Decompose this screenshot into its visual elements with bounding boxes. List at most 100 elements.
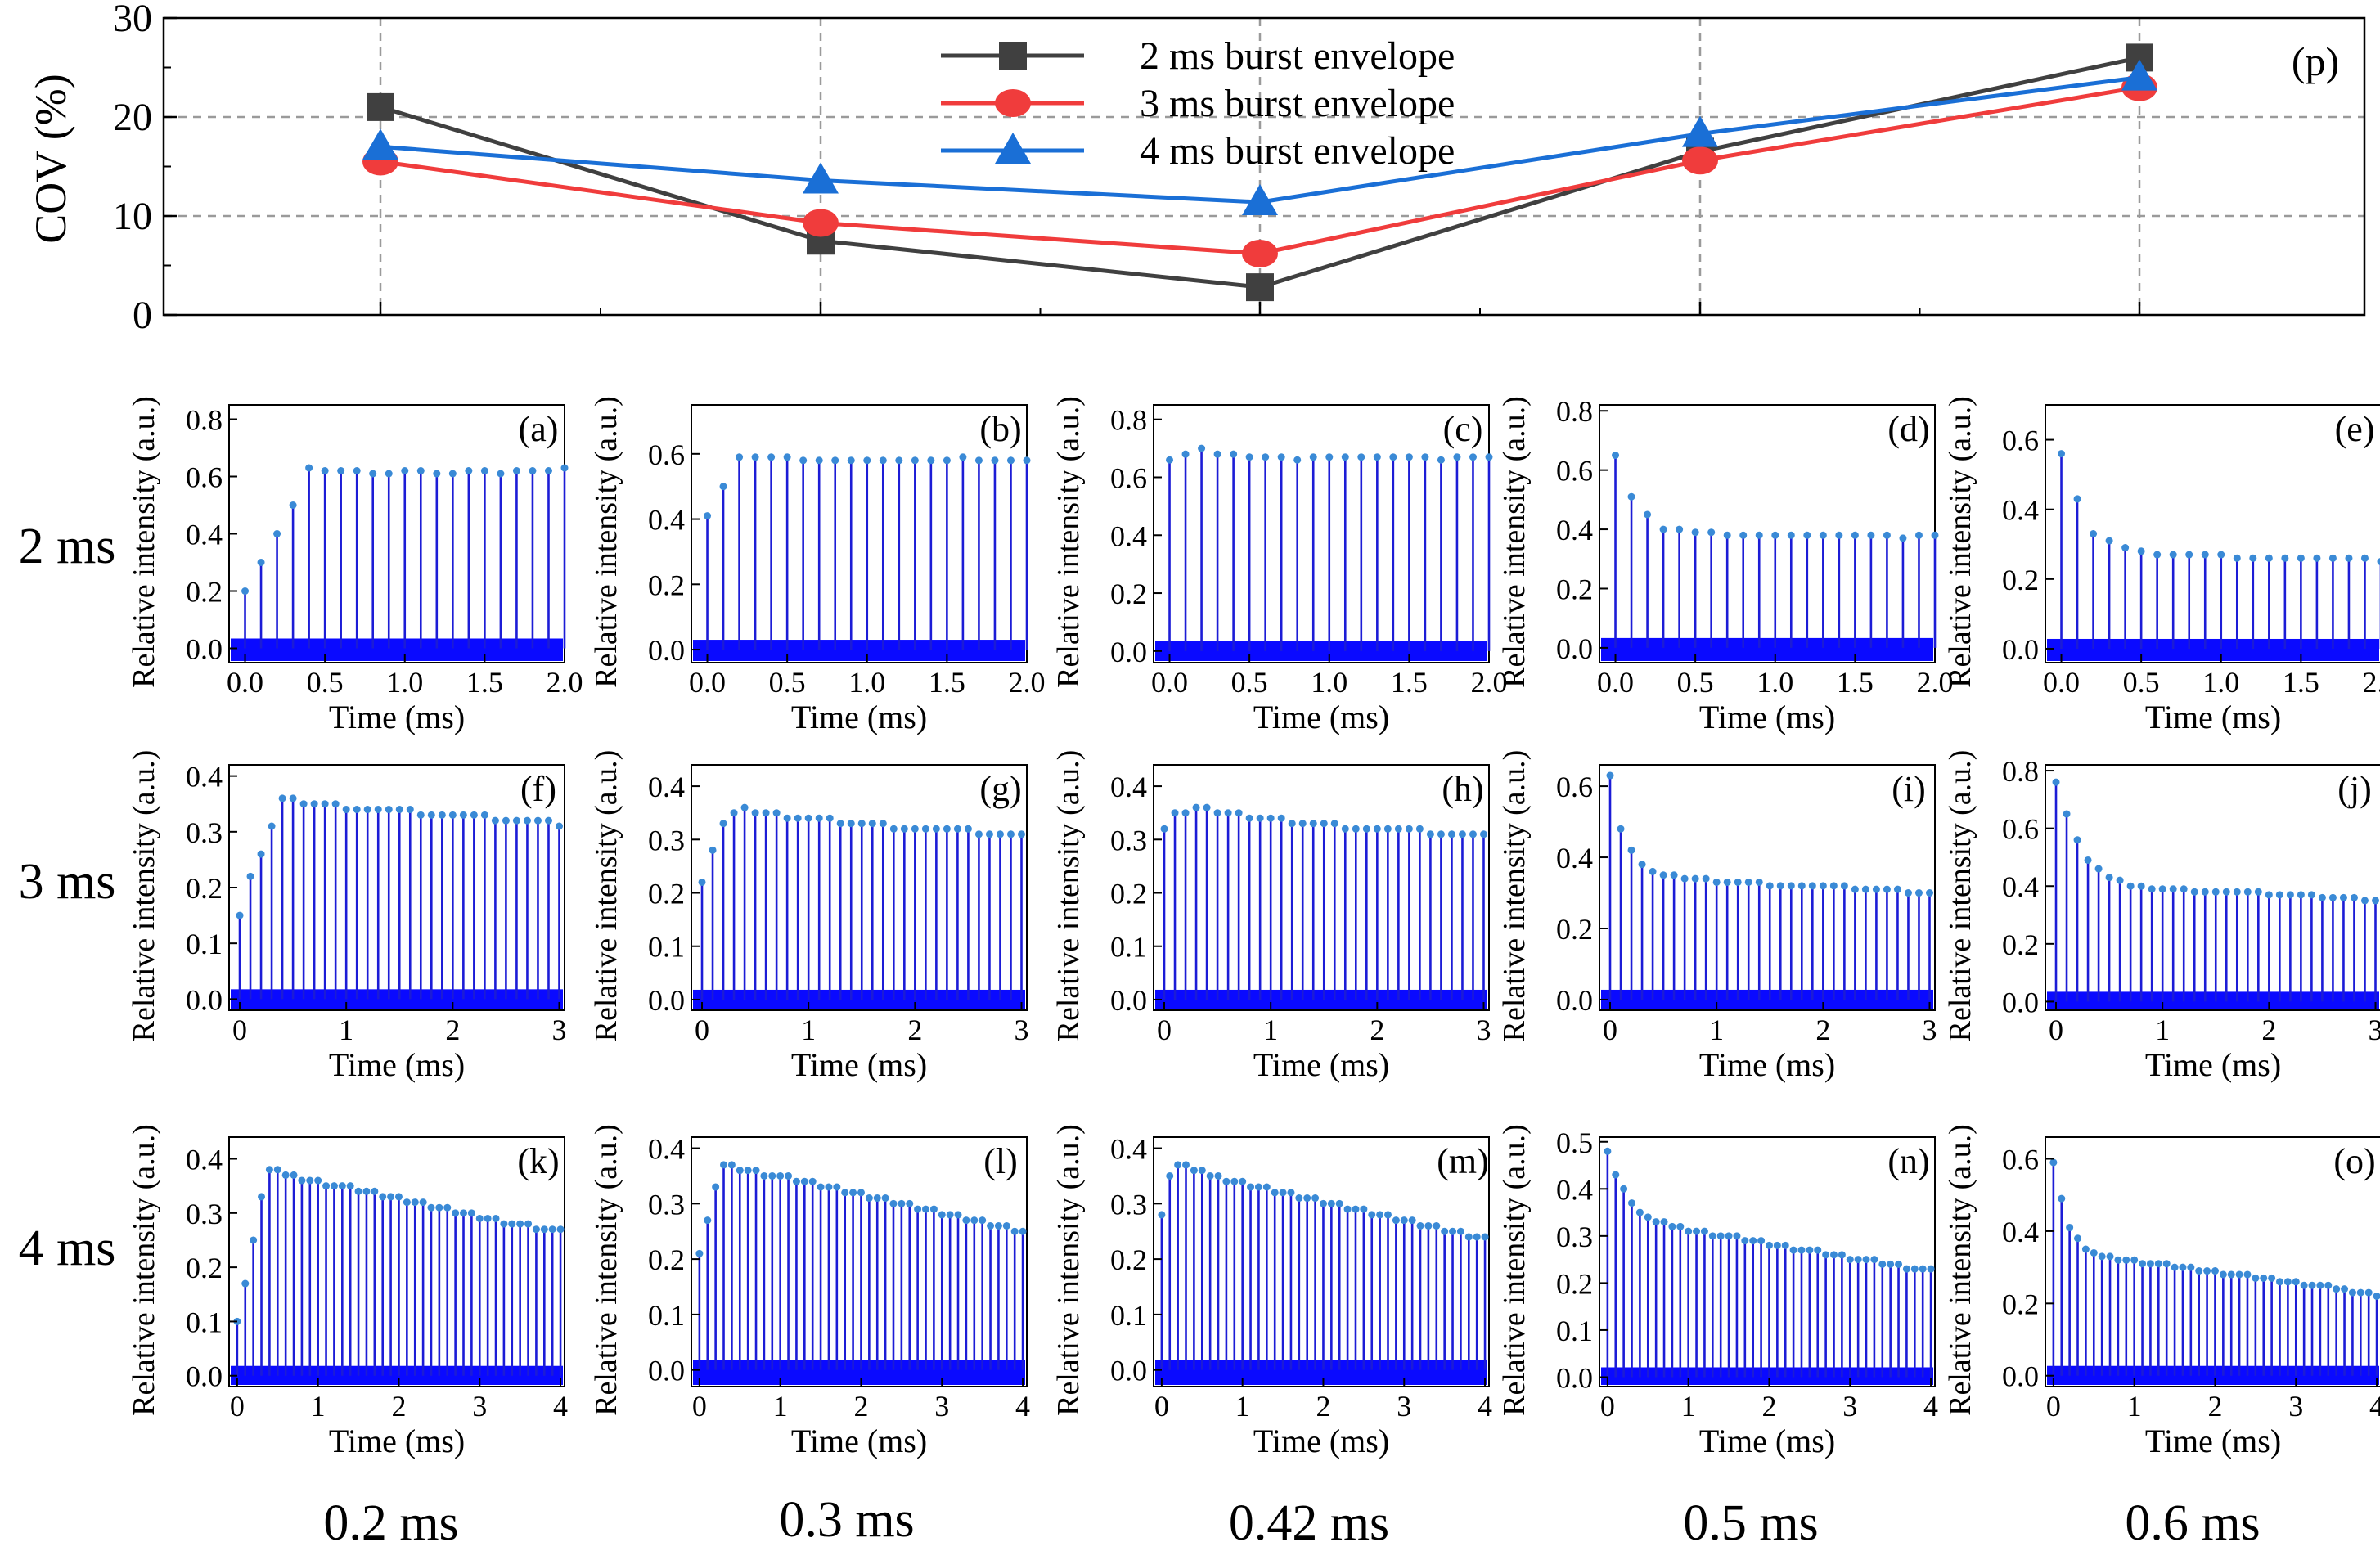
stem-tip [1464,1233,1473,1241]
stem-tip [1368,1211,1376,1219]
stem-tip [1357,453,1365,461]
stem-y-tick-label: 0.2 [186,576,223,609]
stem-y-tick-label: 0.8 [2002,755,2039,788]
stem-tip [1360,1205,1368,1213]
stem-y-tick-label: 0.3 [186,1198,223,1230]
stem-tip [379,1193,387,1201]
column-label-0.5ms: 0.5 ms [1683,1495,1818,1551]
stem-tip [385,806,393,814]
baseline-noise-band [2047,1365,2379,1385]
stem-tip [502,816,510,825]
stem-tip [2185,551,2193,559]
stem-tip [416,811,425,819]
baseline-noise-band [1601,1367,1933,1385]
stem-y-tick-label: 0.6 [2002,425,2039,457]
stem-tip [2345,554,2353,562]
stem-y-axis-label: Relative intensity (a.u.) [1943,1124,1977,1416]
stem-x-tick-label: 1.5 [1837,666,1874,699]
stem-tip [470,811,478,819]
stem-tip [1899,534,1907,542]
stem-x-tick-label: 2 [1761,1390,1776,1423]
stem-x-tick-label: 4 [553,1390,568,1423]
stem-x-tick-label: 0.5 [769,666,806,699]
stem-plot-frame [228,1136,565,1387]
stem-tip [817,1183,825,1191]
stem-tip [1829,882,1838,890]
stem-tip [911,825,919,833]
stem-x-tick-label: 3 [2368,1014,2380,1046]
stem-tip [1206,1171,1214,1180]
cov-axes: 0 10 20 30 [113,0,2366,337]
stem-tip [1327,1199,1335,1207]
stem-y-tick-label: 0.6 [2002,813,2039,846]
stem-tip [1883,531,1891,539]
stem-tip [314,1176,322,1185]
stem-tip [740,803,749,811]
stem-tip [555,822,563,830]
stem-tip [1239,1177,1247,1185]
stem-tip [2063,810,2071,818]
stem-tip [1421,453,1429,461]
stem-panel-b: 0.0 0.2 0.4 0.6 0.0 0.5 1.0 1.5 2.0 Time (ms) Rela… [589,396,1046,735]
stem-tip [2211,1267,2219,1275]
stem-tip [448,811,457,819]
stem-tip [1181,809,1190,817]
stem-tip [1006,830,1015,838]
stem-y-tick-label: 0.2 [186,1252,223,1284]
stem-tip [268,822,276,830]
stem-tip [403,1198,411,1207]
stem-tip [1198,1167,1206,1175]
stem-tip [2219,1270,2227,1279]
stem-tip [2360,554,2369,562]
stem-y-axis-label: Relative intensity (a.u.) [127,750,161,1042]
stem-y-tick-label: 0.0 [648,634,685,667]
stem-tip [1628,1199,1636,1207]
cov-point-marker [1682,146,1718,175]
stem-y-axis-label: Relative intensity (a.u.) [127,1124,161,1416]
stem-tip [2105,874,2113,882]
stem-tip [497,470,505,478]
stem-tip [2328,893,2337,901]
stem-x-tick-label: 3 [472,1390,487,1423]
stem-tip [727,1161,736,1169]
stem-tip [1668,1222,1676,1230]
stem-tip [1271,1189,1279,1197]
stem-y-tick-label: 0.2 [1110,878,1147,910]
stem-x-tick-label: 0.5 [307,666,344,699]
stem-panel-m: 0.0 0.1 0.2 0.3 0.4 0 1 2 3 4 Time (ms) Relative in… [1051,1124,1492,1459]
stem-tip [2190,888,2198,896]
stem-tip [1479,830,1487,838]
stem-tip [1203,803,1211,811]
stem-tip [1437,830,1445,838]
stem-plot-frame [2045,764,2380,1011]
stem-tip [1861,885,1869,893]
stem-tip [2373,1292,2380,1300]
stem-tip [1660,1218,1668,1226]
stem-tip [492,1214,500,1222]
stem-tip [1392,1216,1400,1225]
stem-tip [2339,893,2347,901]
stem-tip [1433,1221,1441,1230]
cov-point-marker [362,128,398,160]
stem-tip [974,830,983,838]
cov-y-tick-label: 0 [133,294,152,337]
stem-tip [257,850,265,858]
stem-tip [1288,820,1296,828]
legend-entry-3ms: 3 ms burst envelope [941,82,1455,125]
stem-tip [1627,492,1635,501]
stem-y-tick-label: 0.3 [1556,1221,1593,1253]
stem-x-tick-label: 3 [1397,1390,1411,1423]
stem-tip [1383,825,1392,833]
stem-tip [1485,453,1493,461]
legend-entry-4ms: 4 ms burst envelope [941,129,1455,173]
baseline-noise-band [2047,638,2379,661]
stem-tip [560,464,569,472]
stem-tip [1787,882,1795,890]
stem-tip [2105,537,2113,545]
stem-tip [879,456,887,465]
stem-tip [480,811,488,819]
stem-tip [709,846,717,854]
stem-plot-frame [691,404,1028,663]
stem-tip [2297,554,2305,562]
stem-tip [1473,1233,1481,1241]
